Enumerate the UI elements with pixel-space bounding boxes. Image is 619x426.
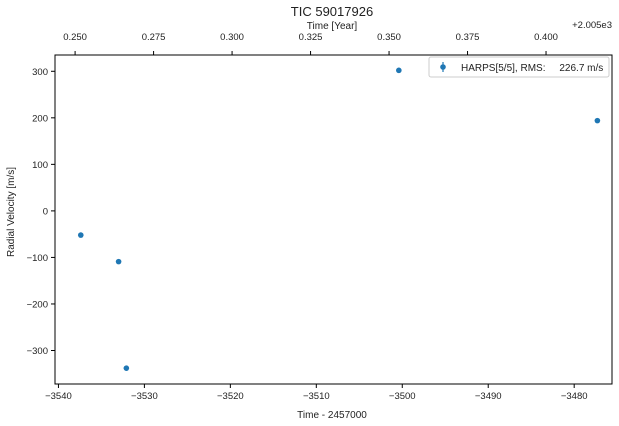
chart-title: TIC 59017926 <box>291 4 373 19</box>
legend-box <box>428 56 610 78</box>
data-point <box>77 232 84 238</box>
x-tick-label: −3530 <box>131 391 158 402</box>
x-axis-ticks: −3540 −3530 −3520 −3510 −3500 −3490 −3480 <box>45 384 588 402</box>
y-axis-label: Radial Velocity [m/s] <box>6 167 17 257</box>
y-tick-label: 200 <box>32 113 48 124</box>
top-x-tick-label: 0.375 <box>456 32 480 43</box>
y-tick-label: −300 <box>27 346 48 357</box>
top-x-tick-label: 0.325 <box>299 32 323 43</box>
y-tick-label: 300 <box>32 67 48 78</box>
top-x-tick-label: 0.400 <box>534 32 558 43</box>
legend-label: HARPS[5/5], RMS: 226.7 m/s <box>461 63 603 74</box>
x-axis-label: Time - 2457000 <box>297 410 367 421</box>
y-tick-label: 0 <box>43 206 48 217</box>
y-tick-label: 100 <box>32 160 48 171</box>
data-point <box>396 67 402 74</box>
x-tick-label: −3520 <box>217 391 244 402</box>
top-x-tick-label: 0.250 <box>63 32 87 43</box>
x-tick-label: −3480 <box>561 391 588 402</box>
data-point <box>115 258 122 265</box>
y-axis-ticks: 300 200 100 0 −100 −200 −300 <box>27 67 55 357</box>
data-points <box>77 67 601 371</box>
x-tick-label: −3510 <box>303 391 330 402</box>
x-tick-label: −3540 <box>45 391 72 402</box>
top-x-axis-ticks: 0.250 0.275 0.300 0.325 0.350 0.375 0.400 <box>63 32 558 55</box>
legend: HARPS[5/5], RMS: 226.7 m/s <box>428 56 610 78</box>
top-x-tick-label: 0.275 <box>142 32 166 43</box>
data-point <box>123 365 130 371</box>
y-tick-label: −100 <box>27 253 48 264</box>
top-axis-offset-label: +2.005e3 <box>572 20 612 31</box>
top-x-tick-label: 0.300 <box>220 32 244 43</box>
top-x-axis-label: Time [Year] <box>307 21 358 32</box>
y-tick-label: −200 <box>27 299 48 310</box>
x-tick-label: −3500 <box>389 391 416 402</box>
x-tick-label: −3490 <box>475 391 502 402</box>
data-point <box>594 117 601 124</box>
top-x-tick-label: 0.350 <box>377 32 401 43</box>
plot-frame <box>54 54 613 385</box>
legend-marker <box>440 64 446 70</box>
